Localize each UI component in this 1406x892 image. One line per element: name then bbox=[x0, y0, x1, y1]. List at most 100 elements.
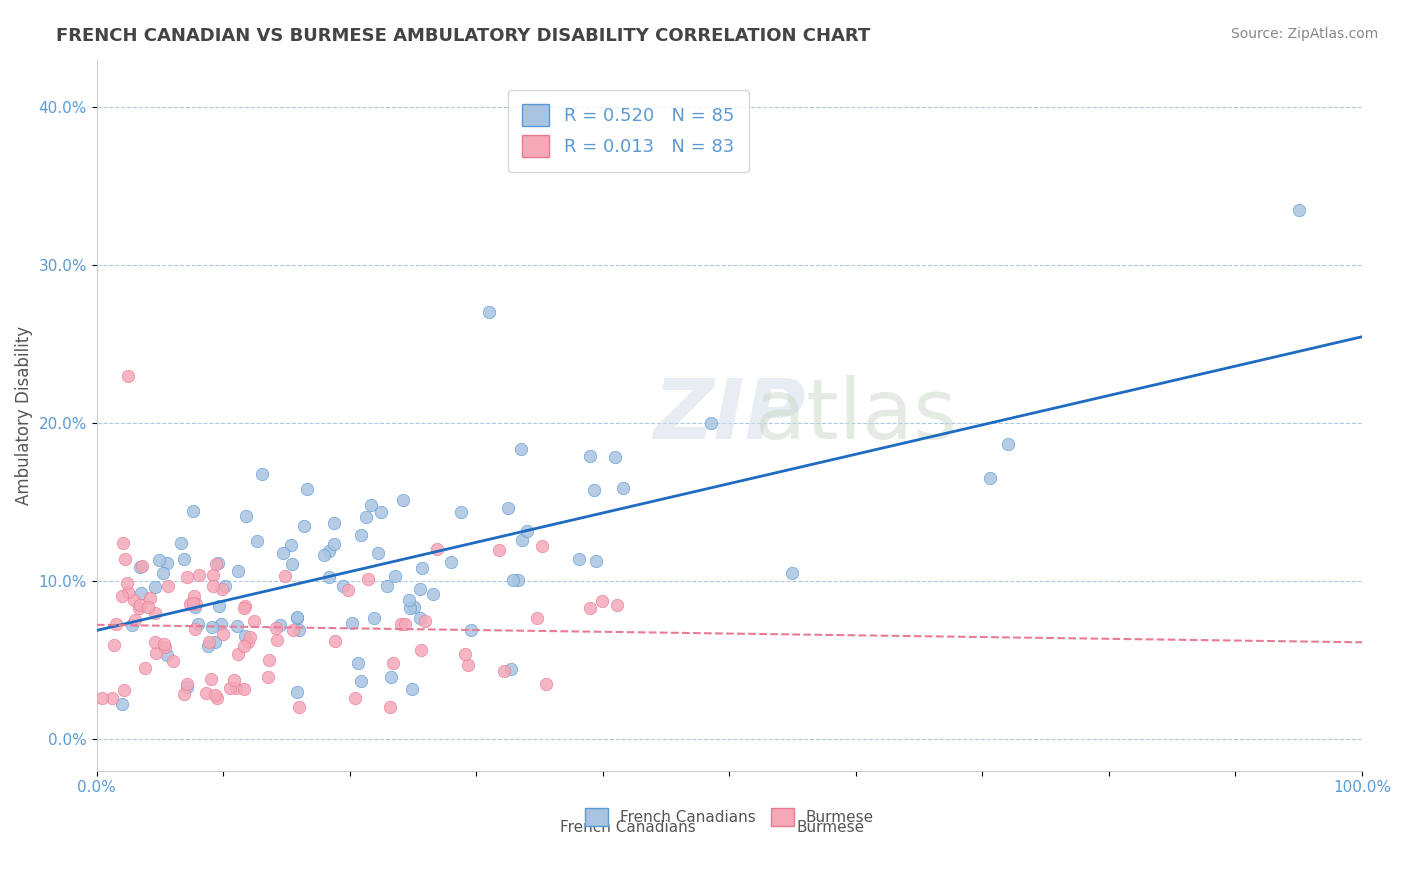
Point bbox=[105, 616, 128, 631]
Point bbox=[233, 629, 256, 643]
Point bbox=[450, 505, 472, 519]
Text: FRENCH CANADIAN VS BURMESE AMBULATORY DISABILITY CORRELATION CHART: FRENCH CANADIAN VS BURMESE AMBULATORY DI… bbox=[56, 27, 870, 45]
Point bbox=[173, 687, 195, 701]
Point bbox=[228, 565, 250, 579]
Point bbox=[134, 661, 156, 675]
Point bbox=[212, 627, 235, 641]
Point bbox=[605, 450, 627, 465]
Point bbox=[295, 482, 318, 496]
Point bbox=[360, 498, 382, 512]
Point bbox=[179, 597, 201, 611]
Point bbox=[354, 510, 377, 524]
Point bbox=[239, 630, 262, 644]
Point bbox=[197, 639, 219, 653]
Point bbox=[129, 559, 152, 574]
Point bbox=[350, 528, 373, 542]
Point bbox=[280, 538, 302, 552]
Point bbox=[176, 677, 198, 691]
Point bbox=[578, 600, 600, 615]
Point bbox=[378, 700, 401, 714]
Point bbox=[145, 646, 167, 660]
Point bbox=[264, 621, 287, 635]
Point bbox=[136, 600, 159, 615]
Point bbox=[699, 416, 721, 430]
Point bbox=[579, 450, 602, 464]
Point bbox=[225, 681, 247, 696]
Point bbox=[148, 553, 170, 567]
Point bbox=[124, 614, 146, 628]
Point bbox=[283, 623, 305, 637]
Point bbox=[391, 492, 413, 507]
Point bbox=[162, 654, 184, 668]
Text: ZIP: ZIP bbox=[652, 375, 806, 456]
Point bbox=[111, 536, 134, 550]
Point bbox=[214, 579, 236, 593]
Point bbox=[219, 681, 242, 696]
Point bbox=[411, 642, 433, 657]
Point bbox=[170, 536, 193, 550]
Point bbox=[285, 611, 308, 625]
Point bbox=[422, 586, 444, 600]
Point bbox=[181, 596, 204, 610]
Point bbox=[139, 591, 162, 606]
Point bbox=[257, 653, 280, 667]
Point bbox=[208, 599, 231, 614]
Point bbox=[612, 481, 634, 495]
Point bbox=[526, 611, 548, 625]
Point bbox=[591, 594, 613, 608]
Point bbox=[367, 546, 389, 560]
Point bbox=[409, 582, 432, 596]
Point bbox=[516, 524, 538, 538]
Point bbox=[318, 544, 340, 558]
Point bbox=[257, 670, 280, 684]
Point bbox=[226, 619, 249, 633]
Point bbox=[176, 570, 198, 584]
Point bbox=[382, 656, 405, 670]
Point bbox=[332, 579, 354, 593]
Point bbox=[494, 664, 516, 678]
Point bbox=[201, 620, 224, 634]
Point bbox=[184, 623, 207, 637]
Point bbox=[460, 624, 482, 638]
Point bbox=[143, 635, 166, 649]
Y-axis label: Ambulatory Disability: Ambulatory Disability bbox=[15, 326, 32, 505]
Point bbox=[509, 442, 531, 456]
Point bbox=[187, 617, 209, 632]
Point bbox=[585, 554, 607, 568]
Point bbox=[394, 617, 416, 632]
Point bbox=[401, 681, 423, 696]
Point bbox=[997, 436, 1019, 450]
Point bbox=[337, 582, 360, 597]
Point bbox=[318, 569, 340, 583]
Point bbox=[340, 616, 363, 631]
Point bbox=[285, 685, 308, 699]
Point bbox=[496, 501, 519, 516]
Point bbox=[128, 600, 150, 615]
Point bbox=[506, 574, 529, 588]
Point bbox=[271, 546, 294, 560]
Point bbox=[499, 662, 522, 676]
Point bbox=[233, 599, 256, 614]
Point bbox=[156, 557, 179, 571]
Point bbox=[101, 690, 124, 705]
Point bbox=[145, 580, 167, 594]
Point bbox=[183, 600, 205, 615]
Point bbox=[377, 579, 399, 593]
Point bbox=[156, 648, 179, 662]
Point bbox=[198, 634, 221, 648]
Point bbox=[152, 566, 174, 581]
Point bbox=[398, 593, 420, 607]
Text: Burmese: Burmese bbox=[797, 820, 865, 835]
Point bbox=[222, 673, 245, 688]
Point bbox=[380, 670, 402, 684]
Point bbox=[122, 593, 145, 607]
Point bbox=[204, 558, 226, 572]
Point bbox=[202, 568, 225, 582]
Point bbox=[115, 576, 138, 591]
Point bbox=[183, 590, 205, 604]
Point bbox=[232, 601, 254, 615]
Point bbox=[204, 688, 226, 702]
Point bbox=[349, 674, 371, 689]
Point bbox=[606, 598, 628, 612]
Point bbox=[181, 504, 204, 518]
